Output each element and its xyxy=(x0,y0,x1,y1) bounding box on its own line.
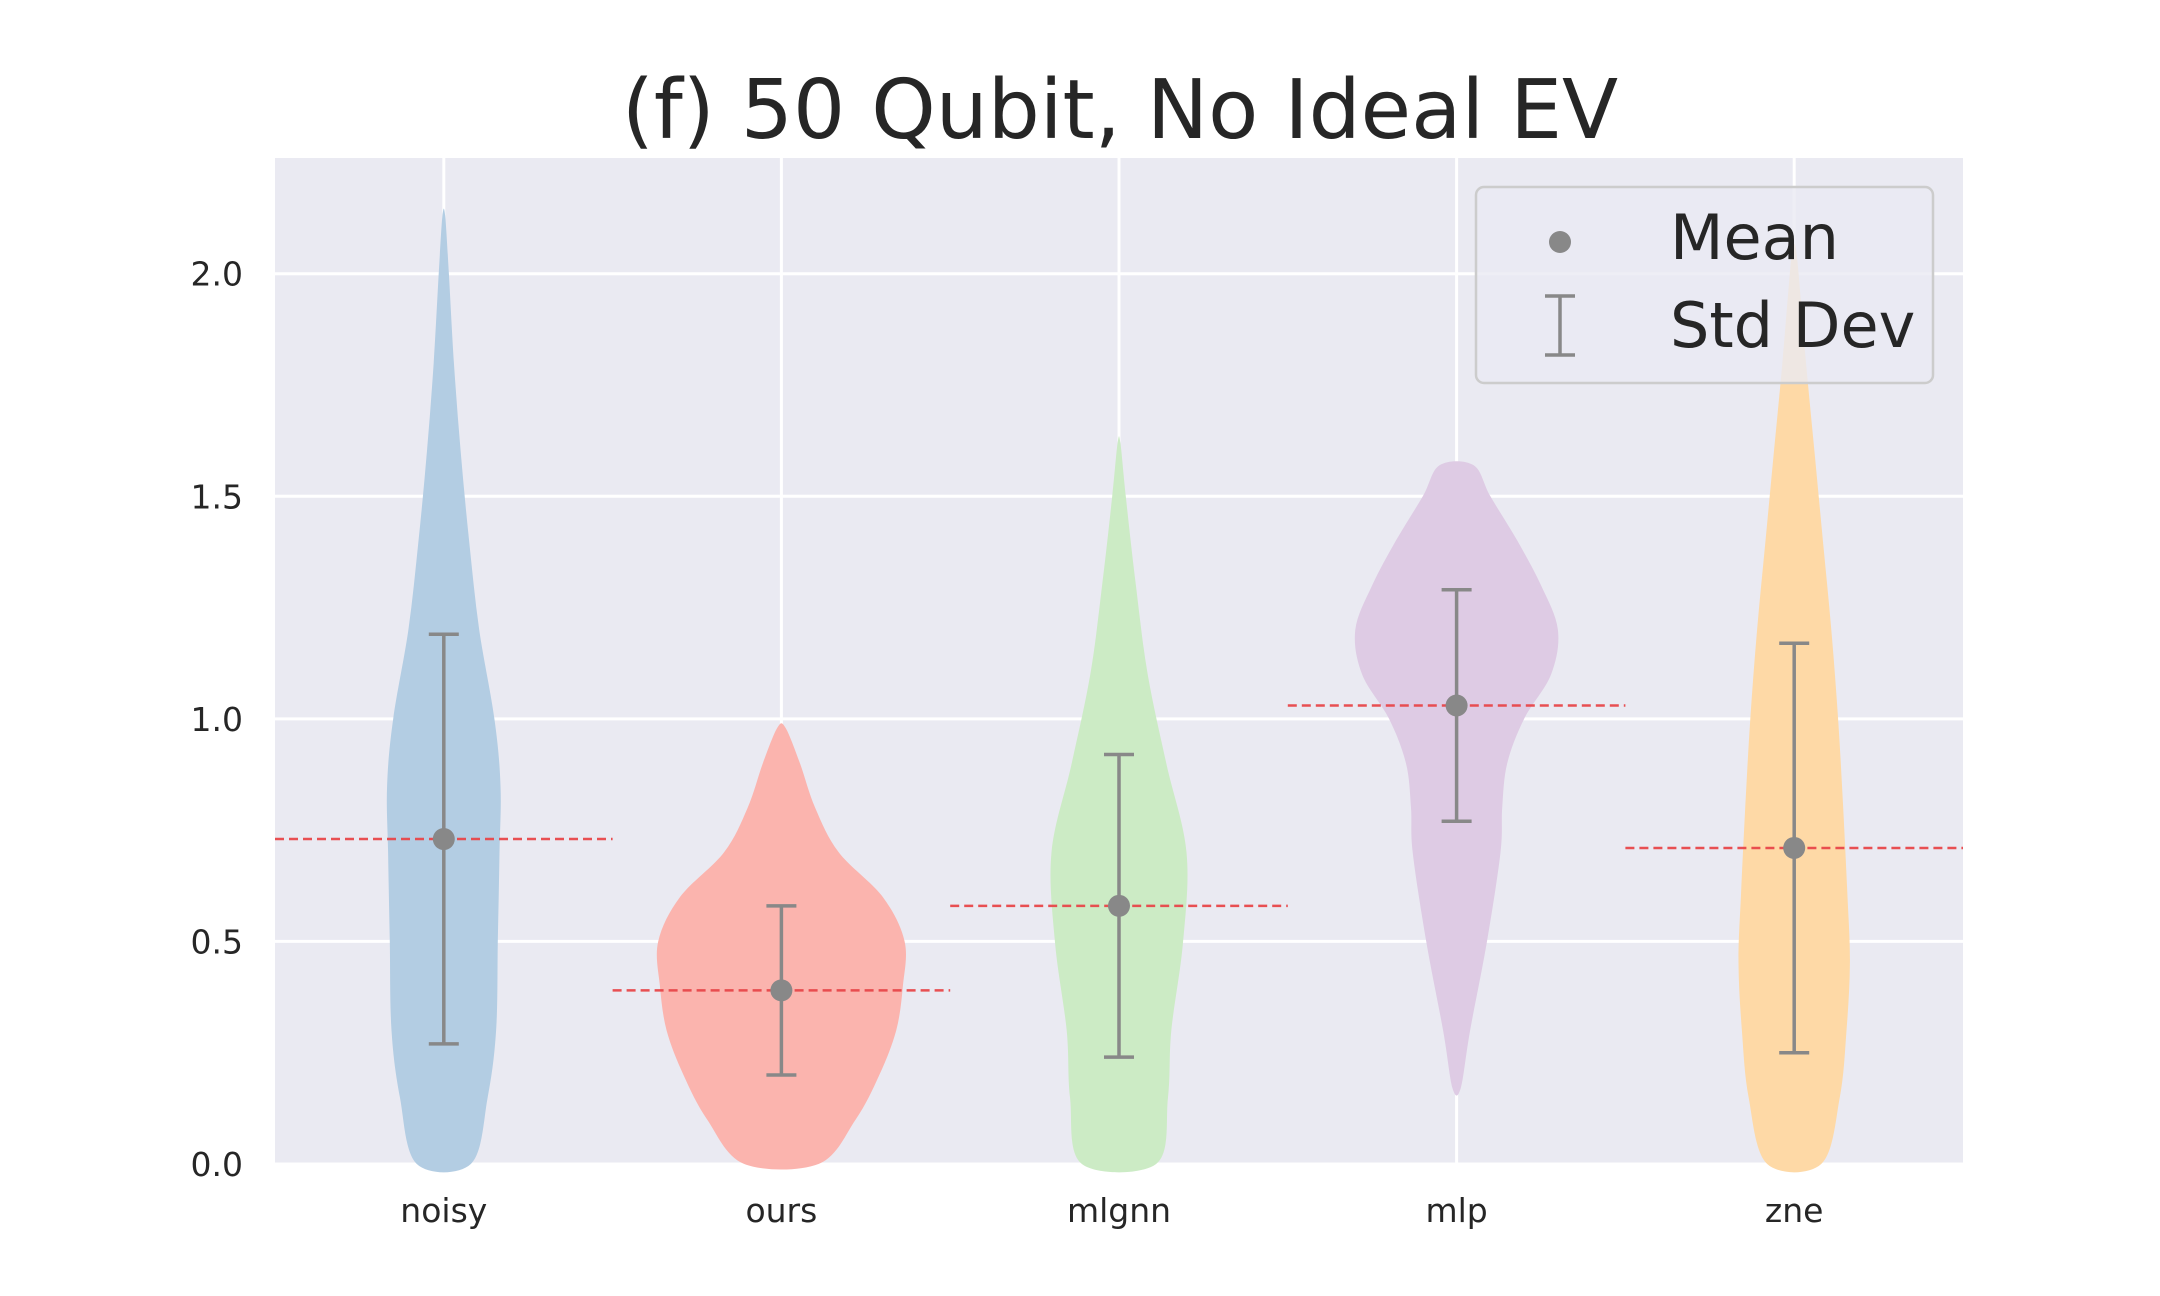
legend: Mean Std Dev xyxy=(1474,185,1935,385)
legend-mean-marker xyxy=(1549,231,1571,253)
legend-box xyxy=(1474,185,1935,385)
mean-point-noisy xyxy=(432,828,455,851)
y-tick-label: 0.0 xyxy=(191,1145,243,1184)
mean-point-zne xyxy=(1783,836,1806,859)
x-tick-label-mlp: mlp xyxy=(1425,1191,1487,1230)
x-tick-label-mlgnn: mlgnn xyxy=(1067,1191,1171,1230)
y-tick-label: 0.5 xyxy=(191,922,243,961)
y-tick-label: 1.0 xyxy=(191,700,243,739)
x-tick-labels: noisy ours mlgnn mlp zne xyxy=(400,1191,1823,1230)
x-tick-label-noisy: noisy xyxy=(400,1191,487,1230)
y-tick-labels: 0.0 0.5 1.0 1.5 2.0 xyxy=(191,255,243,1184)
x-tick-label-ours: ours xyxy=(745,1191,817,1230)
mean-point-ours xyxy=(770,979,793,1002)
mean-point-mlgnn xyxy=(1108,894,1130,917)
y-tick-label: 1.5 xyxy=(191,477,243,516)
chart-title: (f) 50 Qubit, No Ideal EV xyxy=(622,63,1618,158)
legend-label-mean: Mean xyxy=(1670,201,1839,274)
x-tick-label-zne: zne xyxy=(1765,1191,1824,1230)
legend-label-std-dev: Std Dev xyxy=(1670,289,1915,362)
mean-point-mlp xyxy=(1445,694,1468,717)
mean-std-markers xyxy=(428,588,1810,1077)
legend-std-marker xyxy=(1545,294,1575,357)
y-tick-label: 2.0 xyxy=(191,255,243,294)
